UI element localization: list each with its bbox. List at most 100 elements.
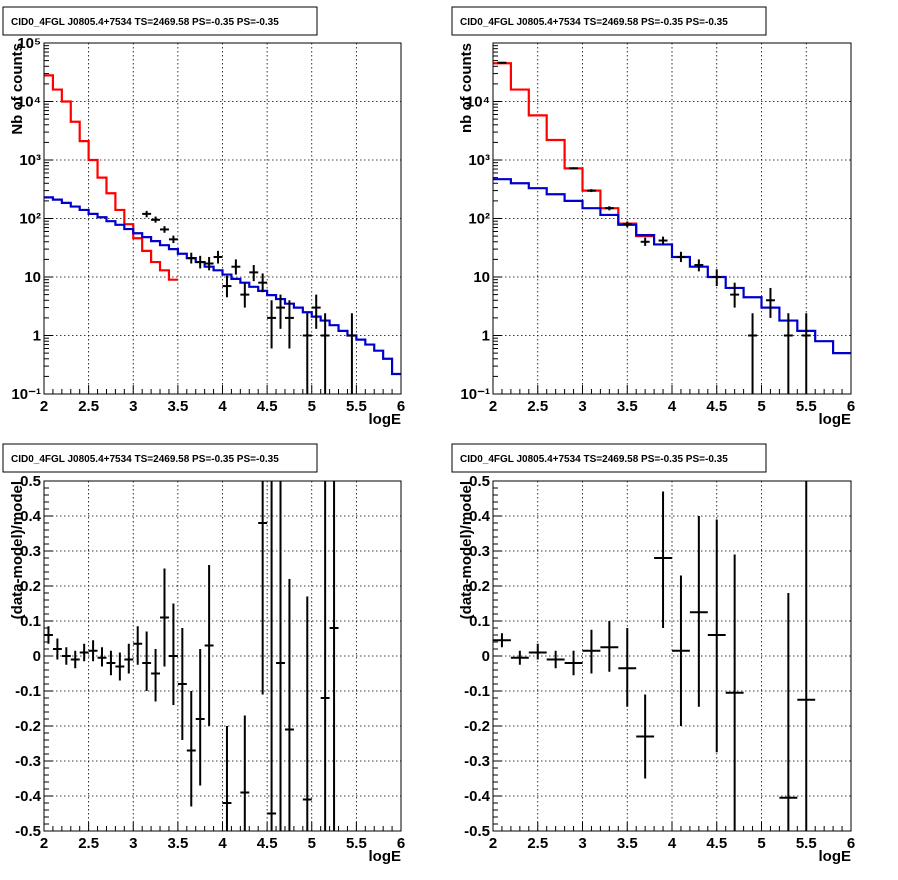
y-tick-label: -0.4 [15,788,42,805]
x-tick-label: 5.5 [796,835,817,852]
x-axis-label: logE [819,411,852,428]
x-tick-label: 5 [757,835,765,852]
x-tick-label: 5 [757,398,765,415]
chart-title: CID0_4FGL J0805.4+7534 TS=2469.58 PS=-0.… [460,454,728,465]
data-point [582,629,601,674]
x-tick-label: 6 [847,398,855,415]
data-point [142,210,152,218]
data-point [689,516,708,707]
data-point [302,596,312,831]
data-point [347,313,357,394]
plot-frame [43,480,402,832]
y-tick-label: 0.5 [469,473,490,490]
x-tick-label: 2.5 [527,398,548,415]
y-tick-label: 10 [24,269,41,286]
data-point [204,565,214,726]
x-tick-label: 4.5 [706,398,727,415]
data-point [493,633,511,648]
x-tick-label: 3 [129,398,137,415]
chart-title: CID0_4FGL J0805.4+7534 TS=2469.58 PS=-0.… [460,17,728,28]
title-box [451,6,767,36]
data-point [497,61,507,64]
x-tick-label: 5.5 [796,398,817,415]
spectrum-panel-left: CID0_4FGL J0805.4+7534 TS=2469.58 PS=-0.… [2,6,405,428]
data-point [124,643,134,674]
data-point [177,628,187,740]
data-point [44,626,53,644]
y-tick-label: -0.2 [464,718,490,735]
data-point [783,313,793,394]
data-point [329,481,339,831]
data-point [779,593,798,831]
y-tick-label: 0.2 [469,578,490,595]
data-point [186,252,196,264]
data-point [636,694,655,779]
chart-title: CID0_4FGL J0805.4+7534 TS=2469.58 PS=-0.… [11,454,279,465]
y-tick-label: 10² [19,211,41,228]
model-step-line-blue [44,196,401,376]
x-tick-label: 4 [218,398,227,415]
y-tick-label: 0.3 [469,543,490,560]
x-tick-label: 6 [397,398,405,415]
x-axis-label: logE [369,848,402,865]
data-point [79,643,89,662]
data-point [168,235,178,244]
data-point [70,650,80,669]
x-tick-label: 3 [578,835,586,852]
model-step-line-red [493,62,655,238]
y-tick-label: -0.5 [15,823,41,840]
data-point [311,294,321,329]
y-tick-label: 10² [468,211,490,228]
data-point [151,216,161,223]
x-tick-label: 3.5 [167,398,188,415]
x-tick-label: 3.5 [167,835,188,852]
y-tick-label: -0.1 [15,683,41,700]
title-box [2,6,318,36]
y-tick-label: 10⁵ [17,35,41,52]
data-point [672,575,690,726]
data-point [748,313,758,394]
title-box [2,443,318,473]
plot-frame [492,42,852,395]
data-point [222,275,232,298]
data-point [249,265,259,282]
data-point [765,287,775,318]
data-point [88,640,98,662]
y-tick-label: 0.4 [469,508,491,525]
y-axis-label: nb of counts [458,43,475,133]
y-tick-label: -0.1 [464,683,490,700]
y-tick-label: -0.5 [464,823,490,840]
x-tick-label: 5 [308,835,316,852]
data-point [320,481,330,831]
x-tick-label: 2.5 [78,398,99,415]
x-axis-label: logE [369,411,402,428]
data-point [222,726,232,831]
x-tick-label: 3 [578,398,586,415]
data-point [115,652,125,681]
data-point [569,167,579,170]
x-tick-label: 5.5 [346,835,367,852]
y-tick-label: 10⁻¹ [460,386,490,403]
data-point [510,650,529,665]
data-point [564,650,583,676]
y-tick-label: 0.2 [20,578,41,595]
y-tick-label: 0.1 [20,613,41,630]
y-axis-label: (data-model)/model [9,481,26,619]
data-point [258,481,268,695]
x-tick-label: 4.5 [257,835,278,852]
data-point [320,313,330,394]
y-tick-label: 10³ [19,152,41,169]
x-tick-label: 4.5 [706,835,727,852]
y-tick-label: -0.4 [464,788,491,805]
data-point [654,491,672,628]
y-tick-label: 0 [33,648,41,665]
data-point [640,237,650,246]
data-point [694,259,704,272]
y-tick-label: 10³ [468,152,490,169]
y-axis-label: (data-model)/model [458,481,475,619]
data-point [801,313,811,394]
plot-frame [43,42,402,395]
data-point [284,579,294,831]
